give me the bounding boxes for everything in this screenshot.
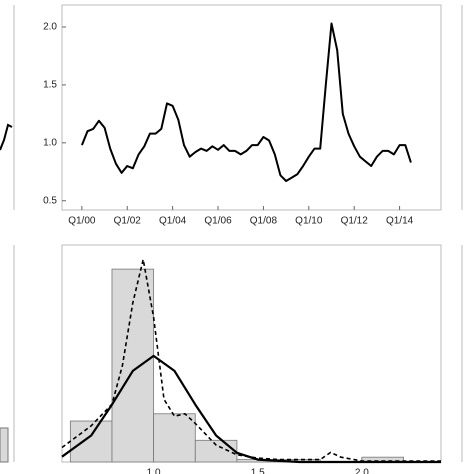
histogram-bar	[111, 268, 155, 463]
side-bar	[0, 427, 9, 463]
x-tick-label: Q1/08	[250, 216, 278, 227]
histogram-bar	[194, 439, 238, 463]
x-tick-label: 1.5	[251, 468, 265, 474]
data-line	[61, 258, 441, 462]
x-tick-label: Q1/02	[114, 216, 142, 227]
y-tick-label: 0.5	[43, 195, 57, 206]
x-tick-label: Q1/14	[386, 216, 414, 227]
y-tick-label: 2.0	[43, 22, 57, 33]
x-tick-label: 1.0	[147, 468, 161, 474]
plot-frame	[61, 4, 442, 211]
x-tick-label: Q1/10	[295, 216, 323, 227]
x-tick-label: Q1/00	[68, 216, 96, 227]
data-line	[80, 22, 412, 182]
histogram-bar	[153, 413, 196, 463]
x-tick-label: Q1/12	[341, 216, 369, 227]
data-line	[61, 354, 441, 464]
x-tick-label: Q1/04	[159, 216, 187, 227]
side-line	[0, 123, 13, 151]
y-tick-label: 1.0	[43, 137, 57, 148]
x-tick-label: 2.0	[355, 468, 369, 474]
x-tick-label: Q1/06	[204, 216, 232, 227]
y-tick-label: 1.5	[43, 80, 57, 91]
histogram-bar	[69, 420, 113, 463]
